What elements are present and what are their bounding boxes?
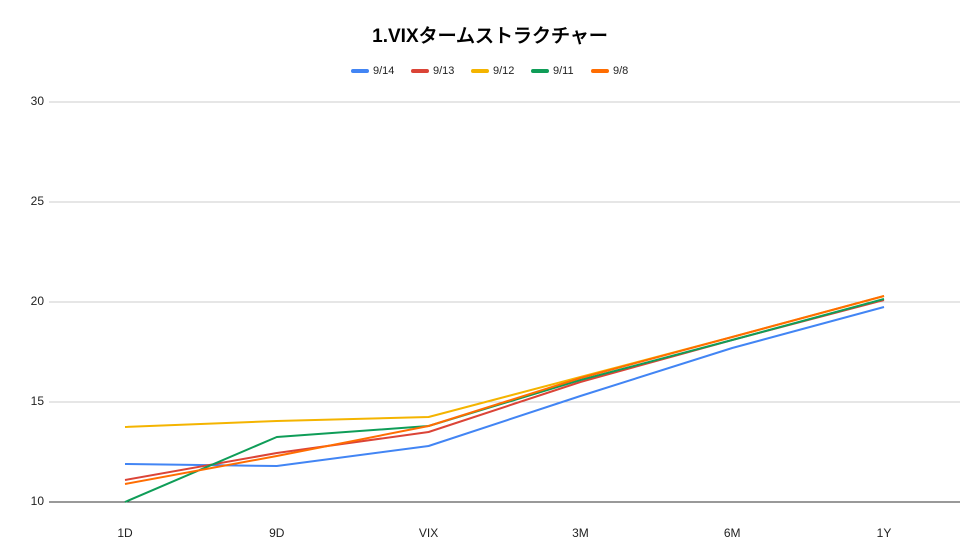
x-tick-label: 3M — [572, 526, 589, 540]
legend-label: 9/13 — [433, 65, 454, 77]
y-tick-label: 10 — [31, 494, 45, 508]
x-tick-label: 1Y — [877, 526, 892, 540]
x-tick-label: VIX — [419, 526, 438, 540]
series-line — [124, 295, 885, 485]
legend-label: 9/12 — [493, 65, 514, 77]
y-tick-label: 30 — [31, 94, 45, 108]
series-line — [124, 298, 885, 503]
series-line — [124, 306, 885, 467]
legend-label: 9/14 — [373, 65, 394, 77]
y-tick-label: 15 — [31, 394, 45, 408]
y-tick-label: 20 — [31, 294, 45, 308]
x-tick-label: 1D — [117, 526, 133, 540]
x-tick-label: 6M — [724, 526, 741, 540]
legend-label: 9/8 — [613, 65, 628, 77]
chart-title: 1.VIXタームストラクチャー — [372, 25, 608, 47]
x-tick-label: 9D — [269, 526, 285, 540]
y-tick-label: 25 — [31, 194, 45, 208]
legend-label: 9/11 — [553, 65, 574, 77]
